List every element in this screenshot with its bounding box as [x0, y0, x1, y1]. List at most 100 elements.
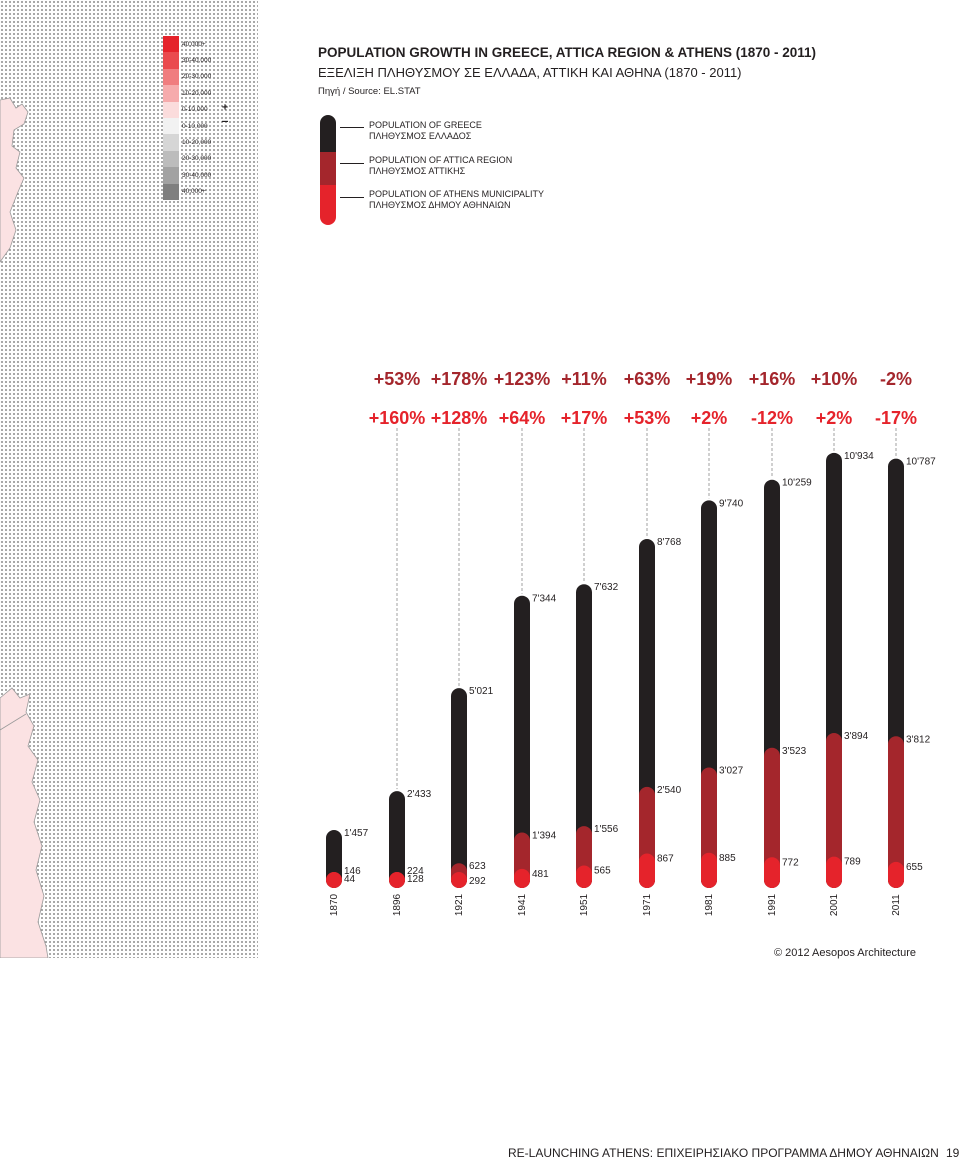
scale-row: 30-40,000	[163, 167, 223, 184]
bar-athens	[389, 872, 405, 888]
bar-greece	[514, 595, 530, 888]
year-label: 1971	[642, 893, 653, 916]
value-label-attica: 3'523	[782, 746, 807, 757]
legend-label-gr: ΠΛΗΘΥΣΜΟΣ ΑΤΤΙΚΗΣ	[369, 166, 466, 176]
value-label-attica: 1'556	[594, 824, 619, 835]
legend-label-en: POPULATION OF ATHENS MUNICIPALITY	[369, 189, 545, 199]
legend-entry-attica: POPULATION OF ATTICA REGION ΠΛΗΘΥΣΜΟΣ ΑΤ…	[369, 155, 512, 177]
legend-leader-line	[340, 127, 364, 128]
legend-label-gr: ΠΛΗΘΥΣΜΟΣ ΕΛΛΑΔΟΣ	[369, 131, 472, 141]
scale-label: 0-10,000	[182, 122, 208, 130]
year-label: 1951	[579, 893, 590, 916]
growth-greece-label: +123%	[494, 369, 551, 389]
bar-athens	[514, 868, 530, 888]
scale-row: 40,000+	[163, 36, 223, 53]
value-label-attica: 3'894	[844, 731, 869, 742]
growth-athens-label: +17%	[561, 408, 608, 428]
value-label-athens: 885	[719, 853, 736, 864]
bar-attica	[764, 747, 780, 888]
year-label: 1921	[454, 893, 465, 916]
year-label: 1991	[767, 893, 778, 916]
scale-swatch	[163, 150, 179, 168]
value-label-greece: 10'787	[906, 457, 936, 468]
value-label-attica: 2'540	[657, 785, 682, 796]
scale-label: 30-40,000	[182, 57, 212, 65]
year-label: 2011	[891, 894, 902, 916]
scale-swatch	[163, 68, 179, 86]
value-label-attica: 3'027	[719, 766, 744, 777]
density-scale-legend: 40,000+ 30-40,000 20-30,000 10-20,000 0-10,0…	[163, 36, 223, 200]
scale-label: 20-30,000	[182, 155, 212, 163]
chart-subtitle: ΕΞΕΛΙΞΗ ΠΛΗΘΥΣΜΟΥ ΣΕ ΕΛΛΑΔΑ, ΑΤΤΙΚΗ ΚΑΙ …	[318, 65, 742, 80]
legend-entry-greece: POPULATION OF GREECE ΠΛΗΘΥΣΜΟΣ ΕΛΛΑΔΟΣ	[369, 120, 482, 142]
scale-row: 10-20,000	[163, 85, 223, 102]
bar-athens	[826, 856, 842, 888]
scale-label: 20-30,000	[182, 73, 212, 81]
growth-athens-label: +2%	[816, 408, 853, 428]
scale-label: 30-40,000	[182, 171, 212, 179]
page-footer: RE-LAUNCHING ATHENS: ΕΠΙΧΕΙΡΗΣΙΑΚΟ ΠΡΟΓΡ…	[508, 1146, 939, 1160]
value-label-athens: 44	[344, 874, 356, 885]
bar-greece	[576, 584, 592, 888]
value-label-greece: 9'740	[719, 498, 744, 509]
growth-athens-label: +64%	[499, 408, 546, 428]
legend-entry-athens: POPULATION OF ATHENS MUNICIPALITY ΠΛΗΘΥΣ…	[369, 189, 544, 211]
bar-attica	[826, 733, 842, 888]
bar-athens	[639, 853, 655, 888]
bar-attica	[701, 767, 717, 888]
value-label-greece: 5'021	[469, 686, 494, 697]
growth-athens-label: -12%	[751, 408, 793, 428]
scale-label: 10-20,000	[182, 139, 212, 147]
page-number: 19	[946, 1146, 960, 1160]
chart-source: Πηγή / Source: EL.STAT	[318, 86, 421, 97]
growth-greece-label: +178%	[431, 369, 488, 389]
scale-swatch	[163, 101, 179, 118]
scale-row: 40,000+	[163, 183, 223, 200]
scale-swatch	[163, 36, 179, 53]
scale-row: 10-20,000	[163, 134, 223, 151]
scale-row: 30-40,000	[163, 52, 223, 69]
legend-swatch-attica	[320, 152, 336, 185]
value-label-athens: 292	[469, 876, 486, 887]
bar-greece	[639, 539, 655, 888]
scale-swatch	[163, 167, 179, 184]
bar-athens	[451, 872, 467, 888]
value-label-attica: 224	[407, 866, 424, 877]
scale-label: 10-20,000	[182, 89, 212, 97]
growth-greece-label: +19%	[686, 369, 733, 389]
growth-athens-label: +128%	[431, 408, 488, 428]
value-label-athens: 772	[782, 857, 799, 868]
value-label-greece: 7'632	[594, 582, 619, 593]
bar-greece	[389, 791, 405, 888]
growth-athens-label: -17%	[875, 408, 917, 428]
legend-leader-line	[340, 197, 364, 198]
year-label: 1941	[517, 893, 528, 916]
growth-greece-label: +63%	[624, 369, 671, 389]
bar-athens	[326, 872, 342, 888]
value-label-athens: 789	[844, 857, 861, 868]
chart-title: POPULATION GROWTH IN GREECE, ATTICA REGI…	[318, 45, 817, 60]
bar-attica	[888, 736, 904, 888]
value-label-attica: 1'394	[532, 831, 557, 842]
value-label-greece: 2'433	[407, 789, 432, 800]
value-label-attica: 623	[469, 861, 486, 872]
scale-row: 0-10,000	[163, 117, 223, 135]
year-label: 2001	[829, 893, 840, 916]
value-label-athens: 867	[657, 853, 674, 864]
growth-athens-label: +2%	[691, 408, 728, 428]
growth-athens-label: +160%	[369, 408, 426, 428]
scale-swatch	[163, 52, 179, 69]
bar-attica	[389, 872, 405, 888]
legend-label-en: POPULATION OF ATTICA REGION	[369, 155, 513, 165]
bar-greece	[764, 479, 780, 888]
growth-greece-label: +53%	[374, 369, 421, 389]
series-legend-swatch	[320, 115, 336, 225]
growth-greece-label: +10%	[811, 369, 858, 389]
bar-attica	[514, 832, 530, 888]
bar-attica	[639, 786, 655, 888]
bar-greece	[888, 458, 904, 888]
bar-greece	[451, 688, 467, 888]
value-label-greece: 10'934	[844, 451, 874, 462]
year-label: 1870	[329, 893, 340, 916]
growth-greece-label: +11%	[561, 369, 607, 389]
